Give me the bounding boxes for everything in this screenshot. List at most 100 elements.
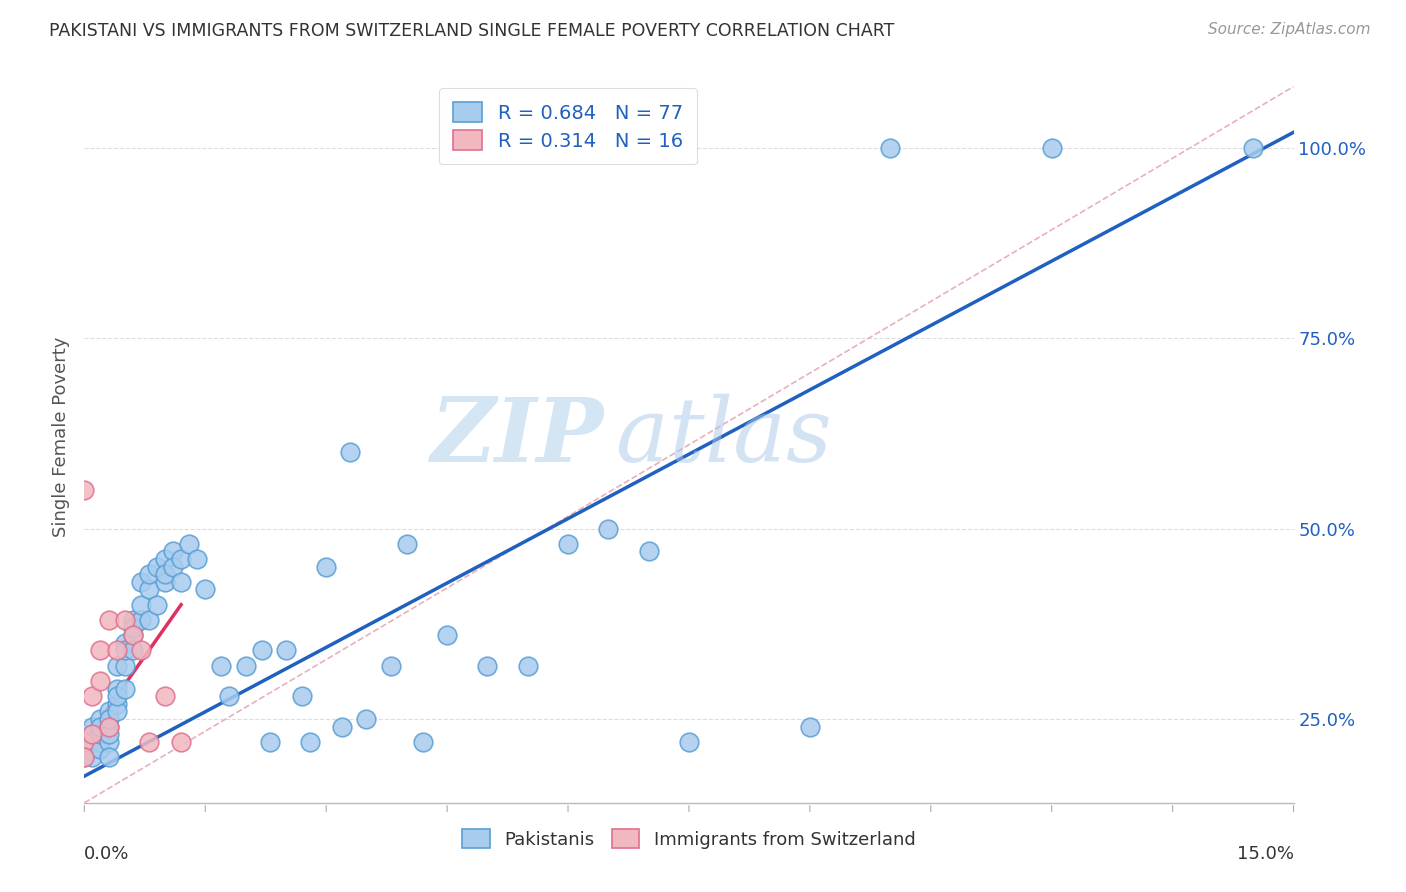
Point	[339, 445, 361, 459]
Point	[89, 742, 111, 756]
Point	[291, 689, 314, 703]
Point	[170, 552, 193, 566]
Point	[82, 735, 104, 749]
Point	[89, 643, 111, 657]
Point	[186, 552, 208, 566]
Point	[250, 643, 273, 657]
Point	[799, 720, 821, 734]
Point	[557, 537, 579, 551]
Point	[1040, 140, 1063, 154]
Point	[218, 689, 240, 703]
Point	[105, 681, 128, 696]
Point	[129, 613, 152, 627]
Point	[121, 621, 143, 635]
Point	[73, 727, 96, 741]
Point	[73, 742, 96, 756]
Point	[356, 712, 378, 726]
Point	[89, 673, 111, 688]
Point	[82, 727, 104, 741]
Text: Source: ZipAtlas.com: Source: ZipAtlas.com	[1208, 22, 1371, 37]
Point	[162, 559, 184, 574]
Point	[114, 681, 136, 696]
Point	[105, 658, 128, 673]
Point	[97, 613, 120, 627]
Text: 0.0%: 0.0%	[84, 845, 129, 863]
Point	[73, 750, 96, 764]
Point	[114, 658, 136, 673]
Point	[82, 720, 104, 734]
Point	[477, 658, 499, 673]
Point	[114, 643, 136, 657]
Point	[516, 658, 538, 673]
Point	[315, 559, 337, 574]
Text: atlas: atlas	[616, 393, 832, 481]
Point	[330, 720, 353, 734]
Point	[299, 735, 322, 749]
Point	[412, 735, 434, 749]
Point	[395, 537, 418, 551]
Point	[153, 574, 176, 589]
Point	[105, 705, 128, 719]
Point	[73, 483, 96, 498]
Point	[82, 689, 104, 703]
Point	[114, 636, 136, 650]
Point	[146, 559, 169, 574]
Point	[73, 750, 96, 764]
Point	[138, 613, 160, 627]
Point	[105, 643, 128, 657]
Point	[114, 613, 136, 627]
Point	[153, 567, 176, 582]
Legend: Pakistanis, Immigrants from Switzerland: Pakistanis, Immigrants from Switzerland	[456, 822, 922, 856]
Point	[436, 628, 458, 642]
Point	[138, 567, 160, 582]
Point	[105, 689, 128, 703]
Point	[170, 735, 193, 749]
Point	[153, 689, 176, 703]
Point	[82, 742, 104, 756]
Point	[179, 537, 201, 551]
Point	[97, 727, 120, 741]
Point	[235, 658, 257, 673]
Point	[97, 712, 120, 726]
Point	[73, 735, 96, 749]
Point	[678, 735, 700, 749]
Point	[97, 705, 120, 719]
Point	[274, 643, 297, 657]
Point	[380, 658, 402, 673]
Point	[121, 613, 143, 627]
Point	[97, 720, 120, 734]
Point	[138, 735, 160, 749]
Point	[97, 720, 120, 734]
Point	[209, 658, 232, 673]
Point	[138, 582, 160, 597]
Point	[598, 521, 620, 535]
Point	[637, 544, 659, 558]
Text: PAKISTANI VS IMMIGRANTS FROM SWITZERLAND SINGLE FEMALE POVERTY CORRELATION CHART: PAKISTANI VS IMMIGRANTS FROM SWITZERLAND…	[49, 22, 894, 40]
Point	[1241, 140, 1264, 154]
Text: 15.0%: 15.0%	[1236, 845, 1294, 863]
Point	[146, 598, 169, 612]
Point	[89, 712, 111, 726]
Point	[105, 697, 128, 711]
Point	[97, 735, 120, 749]
Point	[129, 643, 152, 657]
Point	[153, 552, 176, 566]
Point	[89, 727, 111, 741]
Point	[194, 582, 217, 597]
Point	[170, 574, 193, 589]
Point	[121, 643, 143, 657]
Y-axis label: Single Female Poverty: Single Female Poverty	[52, 337, 70, 537]
Point	[129, 598, 152, 612]
Point	[121, 628, 143, 642]
Point	[89, 735, 111, 749]
Point	[121, 628, 143, 642]
Point	[879, 140, 901, 154]
Point	[97, 750, 120, 764]
Point	[82, 750, 104, 764]
Point	[73, 735, 96, 749]
Point	[89, 720, 111, 734]
Point	[259, 735, 281, 749]
Point	[162, 544, 184, 558]
Point	[129, 574, 152, 589]
Point	[82, 727, 104, 741]
